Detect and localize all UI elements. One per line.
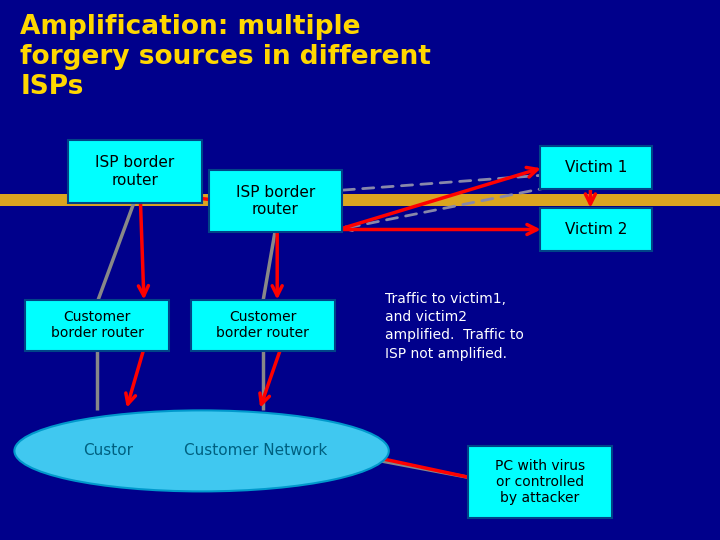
FancyBboxPatch shape: [68, 140, 202, 202]
Text: Customer
border router: Customer border router: [51, 310, 143, 340]
Ellipse shape: [14, 410, 389, 491]
Text: Custor: Custor: [83, 443, 132, 458]
FancyBboxPatch shape: [540, 208, 652, 251]
Text: ISP border
router: ISP border router: [95, 156, 175, 187]
Text: Traffic to victim1,
and victim2
amplified.  Traffic to
ISP not amplified.: Traffic to victim1, and victim2 amplifie…: [385, 292, 524, 361]
Text: Victim 1: Victim 1: [564, 160, 627, 175]
FancyBboxPatch shape: [25, 300, 169, 351]
Bar: [0, 194, 720, 206]
Text: PC with virus
or controlled
by attacker: PC with virus or controlled by attacker: [495, 459, 585, 505]
Text: ISP border
router: ISP border router: [235, 185, 315, 217]
Text: Customer
border router: Customer border router: [217, 310, 309, 340]
FancyBboxPatch shape: [540, 146, 652, 189]
Text: Amplification: multiple
forgery sources in different
ISPs: Amplification: multiple forgery sources …: [20, 14, 431, 99]
FancyBboxPatch shape: [209, 170, 342, 232]
Text: Victim 2: Victim 2: [564, 222, 627, 237]
Text: Customer Network: Customer Network: [184, 443, 327, 458]
FancyBboxPatch shape: [191, 300, 335, 351]
FancyBboxPatch shape: [468, 446, 612, 518]
